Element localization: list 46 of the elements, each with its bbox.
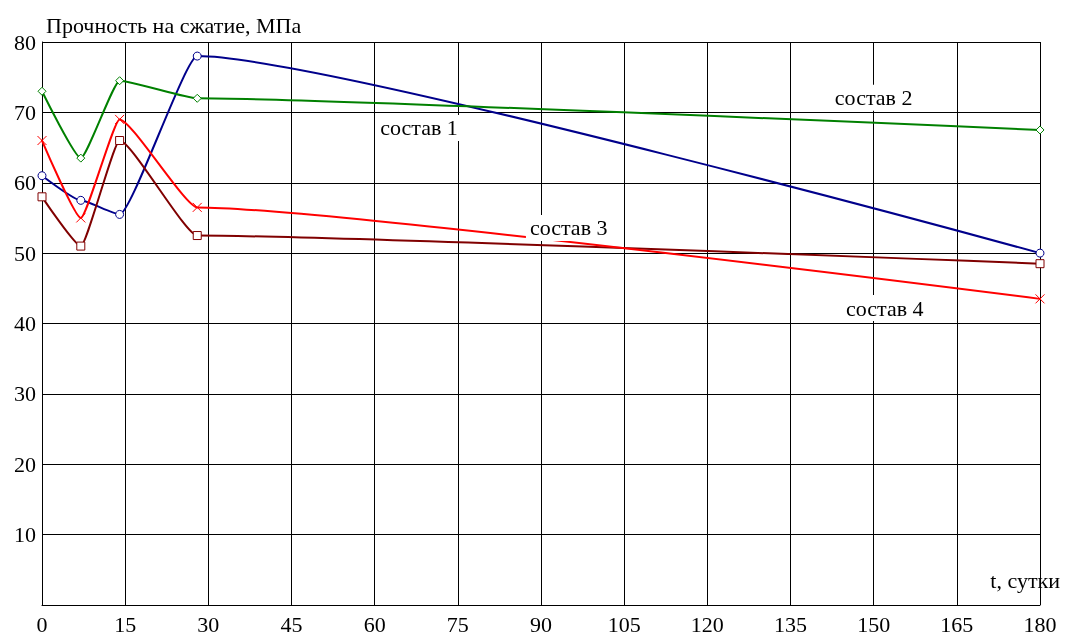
point [76,195,86,205]
y-axis-title: Прочность на сжатие, МПа [46,12,302,38]
x-tick-label: 60 [363,611,386,637]
point [192,202,203,213]
x-tick-label: 150 [857,611,891,637]
x-tick-label: 180 [1023,611,1057,637]
y-tick-label: 30 [14,381,36,407]
point [1035,125,1045,135]
point [115,209,125,219]
y-tick-label: 60 [14,170,36,196]
y-tick-label: 50 [14,240,36,266]
series-label: состав 4 [845,295,924,321]
point [192,93,202,103]
point [192,51,202,61]
point [115,76,125,86]
point [115,136,125,146]
x-tick-label: 15 [114,611,137,637]
point [114,114,125,125]
y-tick-label: 70 [14,99,36,125]
y-tick-label: 20 [14,451,36,477]
point [76,153,86,163]
x-tick-label: 135 [774,611,807,637]
point [75,212,86,223]
series-label: состав 3 [529,215,608,241]
x-tick-label: 165 [940,611,974,637]
series-label: состав 1 [380,115,458,141]
point [1035,293,1045,304]
x-tick-label: 90 [530,611,552,637]
x-tick-label: 0 [36,611,48,637]
point [1035,259,1045,269]
x-tick-label: 75 [446,611,469,637]
point [192,231,202,241]
point [37,135,47,146]
point [37,86,47,96]
y-tick-label: 10 [14,522,36,548]
point [37,192,47,202]
y-tick-label: 40 [14,311,36,336]
point [37,171,47,181]
point [76,241,86,251]
x-tick-label: 45 [280,611,303,637]
x-tick-label: 105 [607,611,641,637]
point [1035,248,1045,258]
y-tick-label: 80 [14,29,36,55]
x-tick-label: 120 [690,611,724,637]
x-tick-label: 30 [197,611,220,637]
series-label: состав 2 [834,85,913,111]
